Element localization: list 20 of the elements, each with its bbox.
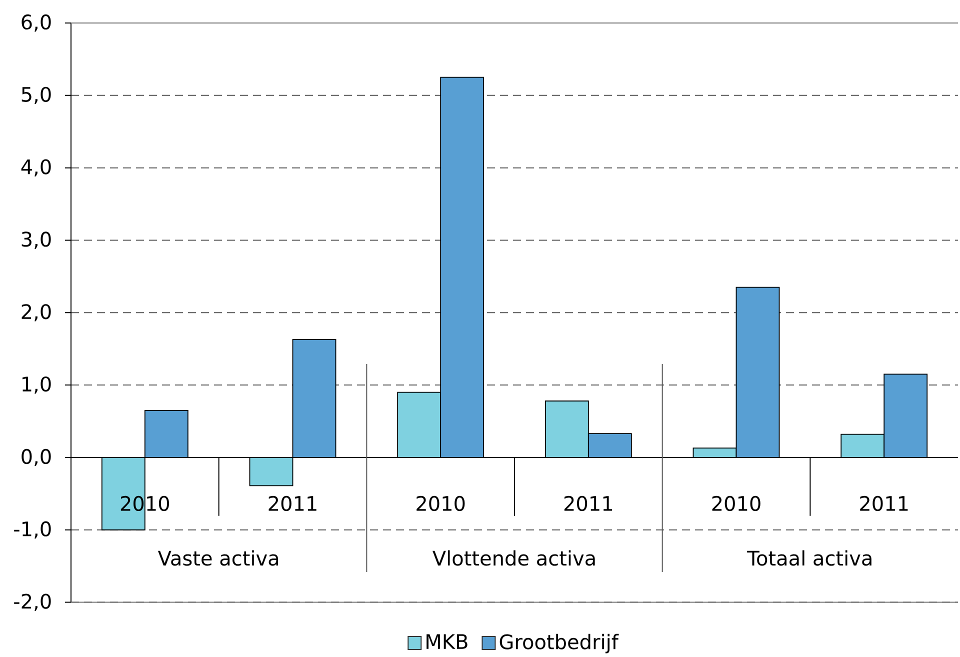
x-tick-label: 2010 <box>120 496 170 512</box>
x-tick-label: 2010 <box>712 496 760 512</box>
x-tick-label: 2011 <box>860 496 908 512</box>
y-tick-label: 4,0 <box>21 159 51 176</box>
annotation: Totaal activa <box>747 550 872 566</box>
legend-label: MKB <box>426 634 468 649</box>
x-tick-label: 2010 <box>416 496 465 512</box>
y-tick-label: 2,0 <box>22 304 51 322</box>
y-tick-label: -1,0 <box>14 521 51 538</box>
annotation: Vaste activa <box>158 550 278 566</box>
y-tick-label: 5,0 <box>22 86 51 104</box>
x-tick-label: 2011 <box>268 496 316 512</box>
y-tick-label: 6,0 <box>22 14 51 32</box>
y-tick-label: 0,0 <box>22 448 51 466</box>
y-tick-label: -2,0 <box>14 594 51 611</box>
legend-label: Grootbedrijf <box>500 634 619 654</box>
x-tick-label: 2011 <box>564 496 612 512</box>
annotation: Vlottende activa <box>432 550 595 566</box>
y-tick-label: 3,0 <box>22 232 51 249</box>
y-tick-label: 1,0 <box>22 376 51 394</box>
